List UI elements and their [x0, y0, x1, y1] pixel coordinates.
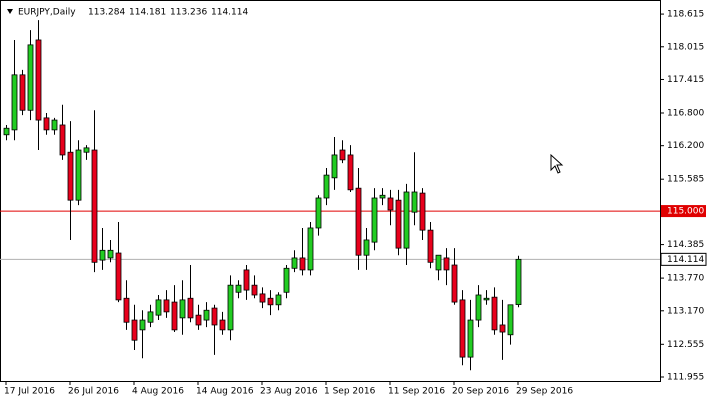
symbol: EURJPY,Daily	[18, 8, 76, 18]
header-value: 114.181	[129, 8, 166, 18]
candle-body	[379, 194, 386, 199]
header-value: 114.114	[211, 8, 248, 18]
candle-body	[251, 284, 258, 296]
x-tick-label: 17 Jul 2016	[4, 387, 55, 397]
header-value: 113.284	[88, 8, 125, 18]
candle-body	[355, 187, 362, 256]
candle-body	[203, 309, 210, 321]
candle-body	[387, 197, 394, 211]
candle-body	[211, 307, 218, 326]
candle-body	[99, 249, 106, 261]
candle-body	[171, 301, 178, 331]
candle-body	[83, 147, 90, 153]
candle-body	[147, 311, 154, 323]
y-tick-label: 116.800	[667, 108, 704, 118]
candle-body	[11, 74, 18, 131]
y-tick-label: 114.385	[667, 240, 704, 250]
candle-body	[499, 324, 506, 333]
y-tick-label: 117.415	[667, 75, 704, 85]
candle-body	[131, 319, 138, 341]
candle-body	[419, 192, 426, 231]
candle-body	[243, 269, 250, 291]
x-tick-label: 23 Aug 2016	[260, 387, 318, 397]
candle-body	[59, 124, 66, 156]
candle-body	[163, 299, 170, 313]
y-tick-label: 113.770	[667, 274, 704, 284]
candle-body	[267, 297, 274, 306]
y-tick-label: 111.955	[667, 373, 704, 383]
candle-body	[3, 127, 10, 136]
y-tick-label: 118.015	[667, 42, 704, 52]
candle-body	[27, 44, 34, 111]
menu-arrow	[7, 9, 13, 14]
level-label: 115.000	[667, 207, 704, 217]
bid-label: 114.114	[667, 255, 704, 265]
candle-body	[371, 197, 378, 243]
candle-body	[123, 297, 130, 323]
y-tick-label: 115.585	[667, 175, 704, 185]
candle-body	[515, 258, 522, 305]
candle-body	[363, 239, 370, 256]
x-tick-label: 29 Sep 2016	[516, 387, 573, 397]
candle-body	[451, 264, 458, 303]
candle-body	[483, 297, 490, 301]
candle-body	[235, 284, 242, 293]
candle-body	[35, 39, 42, 121]
candle-body	[435, 254, 442, 271]
x-tick-label: 20 Sep 2016	[452, 387, 509, 397]
x-tick-label: 1 Sep 2016	[324, 387, 376, 397]
candle-body	[459, 299, 466, 358]
candle-body	[339, 149, 346, 161]
candle-body	[323, 174, 330, 199]
candle-body	[259, 293, 266, 303]
candle-body	[403, 191, 410, 249]
plot-frame	[0, 0, 661, 382]
candle-body	[75, 149, 82, 201]
candle-body	[291, 257, 298, 269]
candle-body	[427, 229, 434, 263]
cursor	[550, 153, 564, 174]
y-tick-label: 113.170	[667, 306, 704, 316]
candle-body	[115, 252, 122, 301]
candle-body	[475, 294, 482, 321]
candle-body	[331, 154, 338, 179]
candle-body	[491, 296, 498, 331]
candle-body	[275, 294, 282, 306]
y-tick-label: 112.555	[667, 340, 704, 350]
y-tick-label: 116.200	[667, 141, 704, 151]
candle-body	[139, 319, 146, 331]
candle-body	[299, 257, 306, 271]
candle-body	[19, 74, 26, 111]
candle-body	[187, 297, 194, 319]
candle-body	[411, 191, 418, 213]
y-tick-label: 118.615	[667, 10, 704, 20]
candle-body	[43, 117, 50, 131]
x-tick-label: 11 Sep 2016	[388, 387, 445, 397]
header-value: 113.236	[170, 8, 207, 18]
level-tag	[661, 205, 706, 218]
candle-body	[67, 151, 74, 201]
candle-body	[347, 154, 354, 191]
bid-tag	[660, 252, 707, 266]
x-tick-label: 26 Jul 2016	[68, 387, 119, 397]
candle-body	[307, 227, 314, 271]
candle-body	[91, 149, 98, 263]
candle-body	[395, 199, 402, 249]
x-tick-label: 4 Aug 2016	[132, 387, 184, 397]
candle-body	[179, 299, 186, 319]
candle-body	[227, 284, 234, 331]
candle-body	[507, 304, 514, 336]
candle-body	[443, 257, 450, 271]
x-tick-label: 14 Aug 2016	[196, 387, 254, 397]
candle-body	[283, 267, 290, 293]
candle-body	[467, 319, 474, 358]
candle-body	[155, 299, 162, 316]
candle-body	[219, 319, 226, 331]
candle-body	[315, 197, 322, 229]
candle-body	[195, 314, 202, 326]
candle-body	[107, 249, 114, 259]
candle-body	[51, 119, 58, 131]
